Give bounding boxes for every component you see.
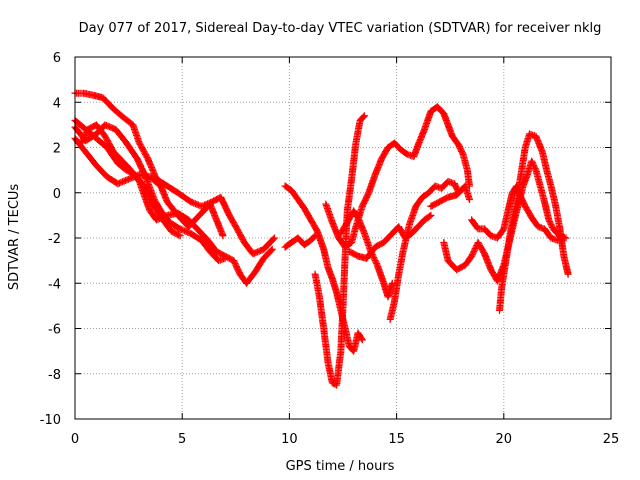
y-tick-label: 6 <box>53 51 61 66</box>
satellite-track-8 <box>311 112 368 389</box>
data-series <box>71 89 572 389</box>
x-tick-label: 20 <box>496 432 513 447</box>
y-tick-label: -4 <box>48 277 61 292</box>
y-tick-label: 4 <box>53 96 61 111</box>
y-tick-label: -6 <box>48 323 61 338</box>
y-axis-label: SDTVAR / TECUs <box>7 184 22 291</box>
satellite-track-13 <box>427 182 473 210</box>
series-markers <box>281 232 319 251</box>
plot-frame <box>74 56 612 420</box>
satellite-track-12 <box>386 177 463 323</box>
x-tick-label: 10 <box>281 432 298 447</box>
y-tick-label: -10 <box>40 413 61 428</box>
series-markers <box>322 103 473 251</box>
y-tick-label: -8 <box>48 368 61 383</box>
x-tick-label: 25 <box>603 432 620 447</box>
satellite-track-7 <box>281 232 319 251</box>
y-tick-label: -2 <box>48 232 61 247</box>
x-tick-label: 15 <box>388 432 405 447</box>
series-markers <box>77 121 276 287</box>
chart-title: Day 077 of 2017, Sidereal Day-to-day VTE… <box>79 21 602 36</box>
satellite-track-5 <box>77 121 276 287</box>
x-tick-label: 0 <box>71 432 79 447</box>
y-tick-label: 2 <box>53 142 61 157</box>
x-axis-label: GPS time / hours <box>286 459 395 474</box>
satellite-track-16 <box>496 130 572 314</box>
series-markers <box>427 182 473 210</box>
series-markers <box>386 177 463 323</box>
tick-labels: 0 5 10 15 20 25 -10 -8 -6 -4 -2 0 2 4 6 <box>40 51 620 447</box>
y-tick-label: 0 <box>53 187 61 202</box>
series-markers <box>311 112 368 389</box>
series-markers <box>496 130 572 314</box>
satellite-track-9 <box>322 103 473 251</box>
x-tick-label: 5 <box>178 432 186 447</box>
